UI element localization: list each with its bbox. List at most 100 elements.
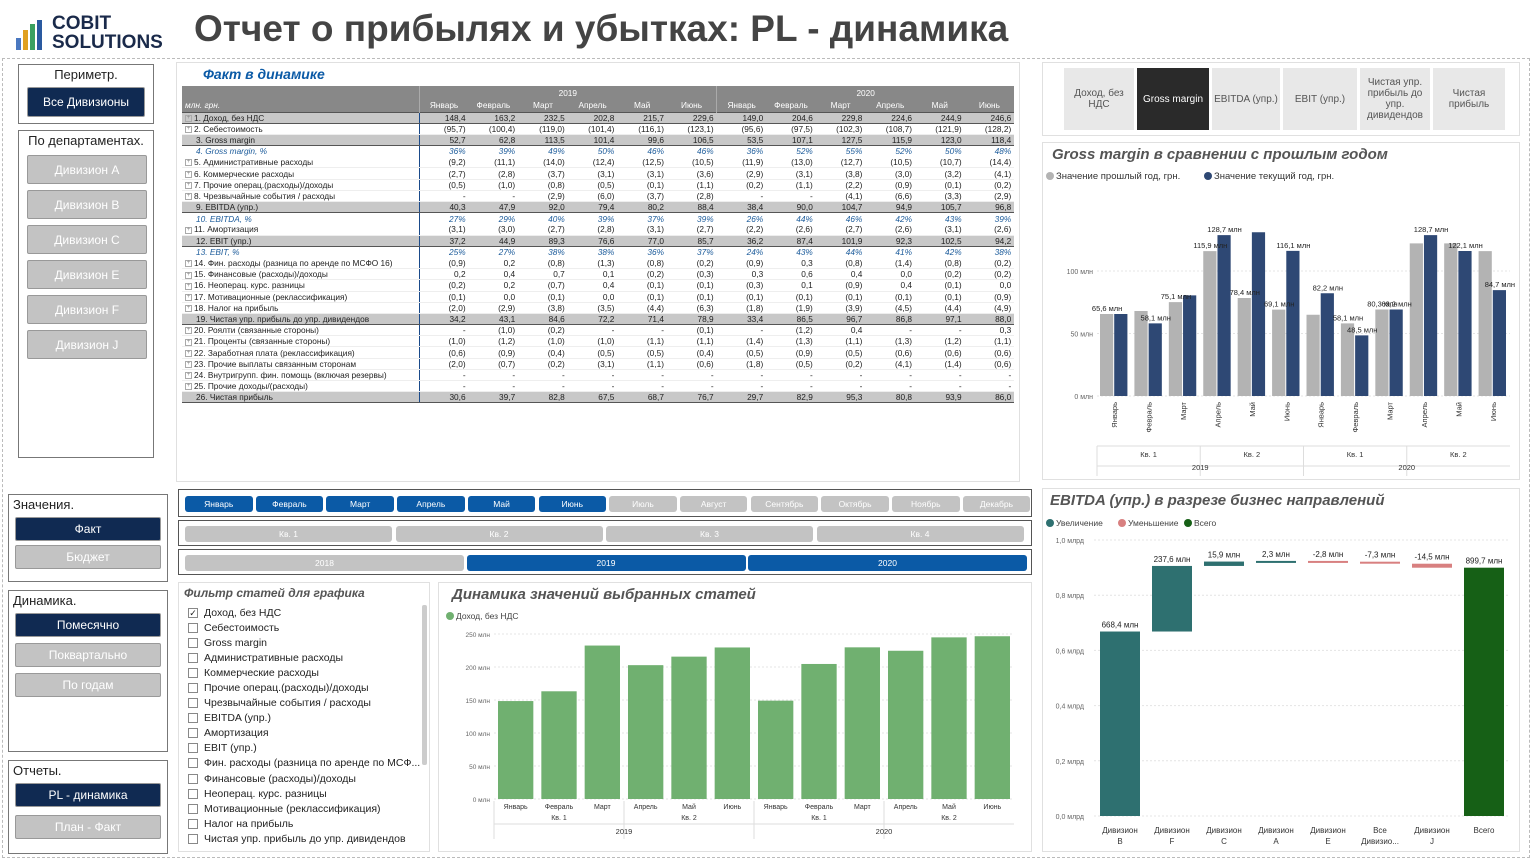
year-slicer-item[interactable]: 2020 [748,555,1027,571]
filter-item[interactable]: Чистая упр. прибыль до упр. дивидендов [188,831,422,846]
filter-item[interactable]: Фин. расходы (разница по аренде по МСФ..… [188,756,422,771]
filter-item[interactable]: Налог на прибыль [188,816,422,831]
expand-icon[interactable]: + [185,271,192,279]
gm-bar [1286,250,1300,396]
filter-item[interactable]: Мотивационные (реклассификация) [188,801,422,816]
budget-button[interactable]: Бюджет [15,545,161,569]
division-j-button[interactable]: Дивизион J [27,330,147,359]
filter-item[interactable]: EBITDA (упр.) [188,711,422,726]
checkbox-icon[interactable] [188,743,198,754]
pl-dynamics-button[interactable]: PL - динамика [15,783,161,807]
month-slicer-item[interactable]: Апрель [397,496,465,512]
expand-icon[interactable]: + [185,193,192,201]
all-divisions-button[interactable]: Все Дивизионы [27,87,145,117]
month-slicer-item[interactable]: Январь [185,496,253,512]
expand-icon[interactable]: + [185,383,192,391]
filter-item[interactable]: Себестоимость [188,620,422,635]
expand-icon[interactable]: + [185,338,192,346]
expand-icon[interactable]: + [185,293,192,301]
table-cell: 34,2 [419,312,469,326]
month-slicer-item[interactable]: Июнь [538,496,606,512]
table-cell: 52,7 [419,133,469,147]
month-slicer-item[interactable]: Ноябрь [892,496,960,512]
monthly-button[interactable]: Помесячно [15,613,161,637]
quarterly-button[interactable]: Поквартально [15,643,161,667]
month-slicer-item[interactable]: Декабрь [962,496,1031,512]
kpi-tab-net-before-div[interactable]: Чистая упр. прибыль до упр. дивидендов [1360,68,1430,130]
expand-icon[interactable]: + [185,260,192,268]
month-slicer-item[interactable]: Март [326,496,394,512]
division-f-button[interactable]: Дивизион F [27,295,147,324]
quarter-slicer-item[interactable]: Кв. 1 [185,526,392,542]
filter-item[interactable]: EBIT (упр.) [188,741,422,756]
division-b-button[interactable]: Дивизион B [27,190,147,219]
expand-icon[interactable]: + [185,114,192,122]
table-cell: 50% [944,146,962,157]
expand-icon[interactable]: + [185,361,192,369]
plan-fact-button[interactable]: План - Факт [15,815,161,839]
expand-icon[interactable]: + [185,349,192,357]
filter-item[interactable]: Прочие операц.(расходы)/доходы [188,680,422,695]
filter-item[interactable]: Чрезвычайные события / расходы [188,696,422,711]
expand-icon[interactable]: + [185,372,192,380]
checkbox-icon[interactable] [188,713,198,724]
checkbox-icon[interactable] [188,622,198,633]
expand-icon[interactable]: + [185,126,192,134]
year-slicer-item[interactable]: 2019 [466,555,746,571]
checkbox-icon[interactable] [188,773,198,784]
filter-item[interactable]: Административные расходы [188,650,422,665]
checkbox-icon[interactable] [188,698,198,709]
expand-icon[interactable]: + [185,182,192,190]
checkbox-icon[interactable] [188,637,198,648]
filter-scrollbar[interactable] [422,605,427,765]
checkbox-icon[interactable] [188,818,198,829]
quarter-slicer-item[interactable]: Кв. 2 [395,526,603,542]
checkbox-icon[interactable] [188,833,198,844]
checkbox-icon[interactable] [188,758,198,769]
month-slicer-item[interactable]: Октябрь [821,496,889,512]
table-cell: 94,2 [964,234,1015,247]
yearly-button[interactable]: По годам [15,673,161,697]
year-slicer-item[interactable]: 2018 [185,555,464,571]
expand-icon[interactable]: + [185,170,192,178]
kpi-tab-revenue[interactable]: Доход, без НДС [1064,68,1134,130]
division-e-button[interactable]: Дивизион E [27,260,147,289]
checkbox-icon[interactable] [188,803,198,814]
month-slicer-item[interactable]: Сентябрь [750,496,819,512]
quarter-slicer-item[interactable]: Кв. 4 [816,526,1024,542]
checkbox-icon[interactable] [188,667,198,678]
kpi-tab-net-profit[interactable]: Чистая прибыль [1433,68,1505,130]
filter-item[interactable]: Коммерческие расходы [188,665,422,680]
fact-button[interactable]: Факт [15,517,161,541]
filter-item[interactable]: ✓ Доход, без НДС [188,605,422,620]
expand-icon[interactable]: + [185,226,192,234]
filter-item[interactable]: Амортизация [188,726,422,741]
table-cell: (0,6) [964,358,1015,370]
unit-label: млн. грн. [182,99,420,112]
division-a-button[interactable]: Дивизион A [27,155,147,184]
expand-icon[interactable]: + [185,305,192,313]
checkbox-icon[interactable] [188,652,198,663]
expand-icon[interactable]: + [185,159,192,167]
month-slicer-item[interactable]: Май [467,496,536,512]
kpi-tab-ebitda[interactable]: EBITDA (упр.) [1212,68,1280,130]
kpi-tab-ebit[interactable]: EBIT (упр.) [1283,68,1357,130]
division-c-button[interactable]: Дивизион C [27,225,147,254]
table-cell: 42% [895,213,912,224]
checkbox-icon[interactable] [188,788,198,799]
month-slicer-item[interactable]: Июль [609,496,677,512]
month-slicer-item[interactable]: Август [679,496,748,512]
month-slicer-item[interactable]: Февраль [255,496,324,512]
checkbox-icon[interactable] [188,728,198,739]
filter-item[interactable]: Неоперац. курс. разницы [188,786,422,801]
expand-icon[interactable]: + [185,327,192,335]
quarter-slicer-item[interactable]: Кв. 3 [606,526,813,542]
checkbox-icon[interactable]: ✓ [188,607,198,618]
expand-icon[interactable]: + [185,282,192,290]
filter-item[interactable]: Gross margin [188,635,422,650]
row-label: 9. EBITDA (упр.) [182,200,420,214]
gross-margin-chart: Значение прошлый год, грн. Значение текущ… [1046,171,1515,476]
filter-item[interactable]: Финансовые (расходы)/доходы [188,771,422,786]
kpi-tab-gross-margin[interactable]: Gross margin [1137,68,1209,130]
checkbox-icon[interactable] [188,683,198,694]
